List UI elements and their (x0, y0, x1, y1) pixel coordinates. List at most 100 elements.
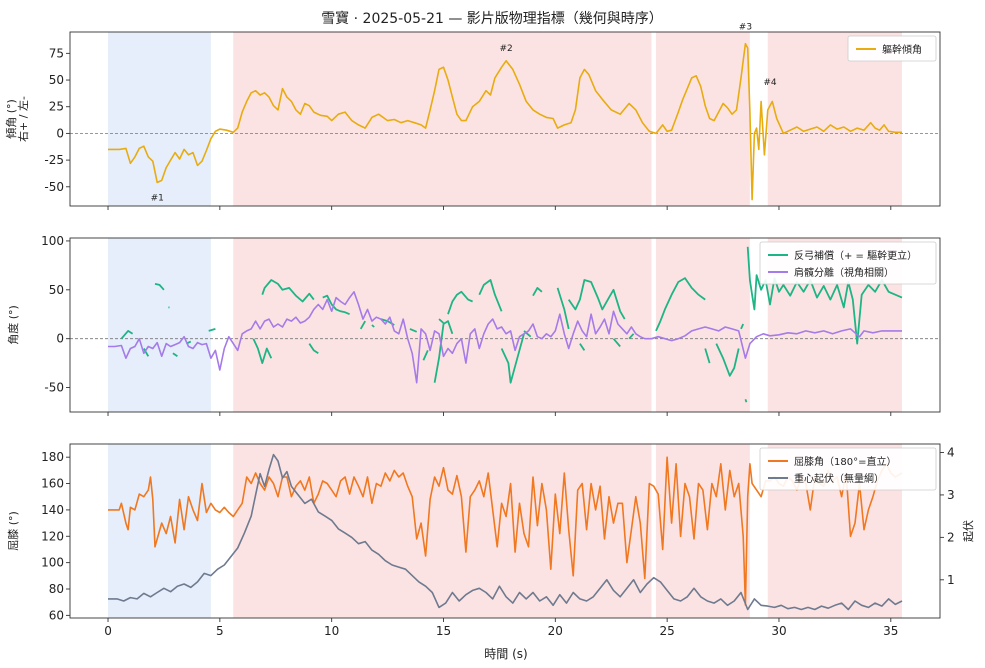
y-tick-label: 140 (41, 503, 64, 517)
series-segment (715, 343, 740, 377)
y-axis-label: 傾角 (°) (4, 99, 18, 139)
annotation-label: #2 (499, 44, 512, 54)
series-segment (252, 338, 273, 364)
y-tick-label: 160 (41, 477, 64, 491)
panel-2: 100 50 0 -50 角度 (°) 反弓補償（+ = 驅幹更立） 肩髖分離（視角相關） (6, 234, 941, 416)
y-tick-label: 50 (49, 283, 64, 297)
y2-tick-label: 2 (947, 530, 955, 544)
series-segment (579, 343, 586, 351)
series-group (108, 42, 902, 201)
y2-tick-label: 4 (947, 445, 955, 459)
shaded-region (233, 32, 652, 206)
legend-label: 軀幹傾角 (882, 43, 922, 56)
series-segment (154, 283, 165, 291)
series-segment (567, 279, 626, 320)
series-segment (746, 246, 903, 345)
axes-frame (69, 31, 941, 207)
y-tick-label: 180 (41, 450, 64, 464)
legend: 軀幹傾角 (847, 35, 937, 62)
series-segment (120, 330, 134, 340)
series-segment (628, 333, 635, 340)
y-tick-label: -25 (44, 153, 64, 167)
series-segment (261, 279, 315, 303)
y-tick-label: -50 (44, 180, 64, 194)
shaded-region (655, 444, 750, 618)
x-tick-label: 10 (324, 624, 339, 638)
legend: 屈膝角（180°=直立） 重心起伏（無量綱） (759, 447, 937, 491)
annotation-label: #4 (763, 78, 777, 88)
x-tick-label: 0 (104, 624, 112, 638)
series-segment (371, 324, 375, 328)
chart-title: 雪寶 · 2025-05-21 — 影片版物理指標（幾何與時序） (321, 11, 663, 27)
legend-label: 反弓補償（+ = 驅幹更立） (794, 249, 917, 262)
annotation-label: #3 (739, 23, 752, 33)
axes-frame (69, 443, 941, 619)
x-axis-label: 時間 (s) (484, 647, 527, 661)
series-segment (500, 333, 525, 384)
legend-label: 重心起伏（無量綱） (794, 472, 884, 485)
legend: 反弓補償（+ = 驅幹更立） 肩髖分離（視角相關） (759, 241, 937, 285)
x-tick-label: 15 (436, 624, 451, 638)
x-tick-label: 5 (216, 624, 224, 638)
shaded-region (108, 238, 211, 412)
panel-3: 180 160 140 120 100 80 60 屈膝 (°) 4 3 2 1 起伏 0 5 10 15 20 2… (7, 443, 975, 638)
series-segment (478, 279, 503, 312)
shaded-region (233, 238, 652, 412)
y-tick-label: 0 (56, 126, 64, 140)
y-tick-label: -50 (44, 381, 64, 395)
series-segment (208, 328, 216, 332)
y2-tick-label: 1 (947, 573, 955, 587)
legend-box (759, 447, 937, 491)
y-tick-label: 120 (41, 529, 64, 543)
shaded-region (108, 32, 211, 206)
series-segment (612, 338, 621, 348)
series-group (108, 246, 903, 403)
y-tick-label: 0 (56, 332, 64, 346)
series-segment (438, 318, 445, 324)
x-tick-label: 25 (660, 624, 675, 638)
legend-box (759, 241, 937, 285)
series-segment (422, 350, 429, 361)
annotation-label: #1 (151, 193, 164, 203)
series-line (108, 42, 902, 201)
y2-tick-label: 3 (947, 488, 955, 502)
x-tick-label: 20 (548, 624, 563, 638)
y-axis-label: 角度 (°) (6, 305, 20, 345)
series-segment (359, 320, 366, 330)
series-line (108, 291, 902, 384)
y-axis-label: 右+ / 左- (16, 96, 30, 142)
series-line (108, 453, 903, 611)
series-segment (740, 323, 745, 330)
legend-label: 屈膝角（180°=直立） (794, 455, 896, 468)
series-segment (308, 343, 319, 355)
series-segment (433, 320, 454, 383)
series-segment (704, 348, 711, 364)
series-segment (655, 277, 706, 332)
legend-box (847, 35, 937, 62)
series-segment (532, 287, 543, 297)
shaded-region (655, 32, 750, 206)
y-tick-label: 60 (49, 608, 64, 622)
y-axis-label: 屈膝 (°) (7, 511, 20, 551)
series-segment (409, 328, 418, 333)
y-tick-label: 25 (49, 100, 64, 114)
legend-label: 肩髖分離（視角相關） (794, 266, 894, 279)
series-segment (523, 330, 532, 338)
y-tick-label: 100 (41, 234, 64, 248)
x-tick-label: 30 (771, 624, 786, 638)
series-segment (556, 287, 570, 330)
x-tick-label: 35 (883, 624, 898, 638)
series-segment (322, 294, 350, 316)
panel-1: #1 #2 #3 #4 75 50 25 0 -25 -50 傾角 (°) 右+ / 左- 軀幹傾角 (4, 23, 941, 210)
series-segment (744, 398, 748, 403)
series-segment (143, 348, 150, 357)
series-segment (447, 290, 473, 315)
shaded-region (655, 238, 750, 412)
y-tick-label: 50 (49, 73, 64, 87)
axes-frame (69, 237, 941, 413)
series-segment (172, 352, 178, 358)
y-tick-label: 100 (41, 556, 64, 570)
y-tick-label: 75 (49, 46, 64, 60)
y-tick-label: 80 (49, 582, 64, 596)
